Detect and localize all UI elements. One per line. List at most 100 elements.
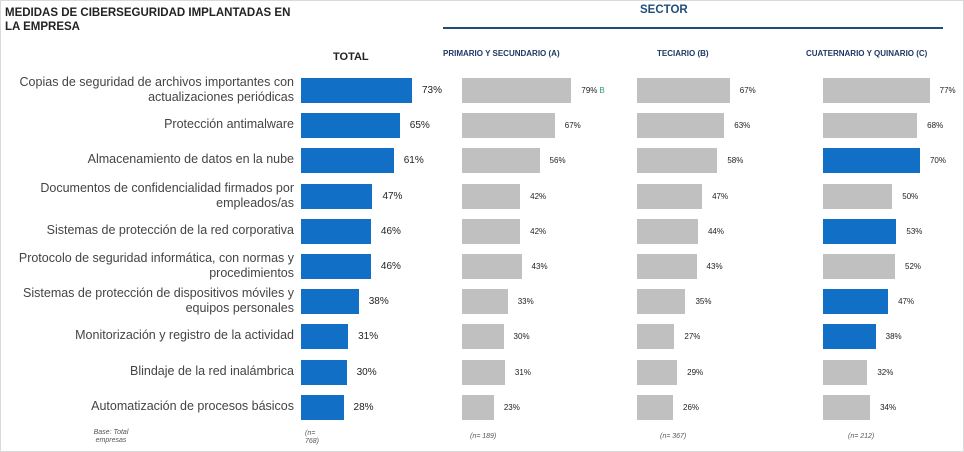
data-label: 28% (353, 401, 374, 413)
data-label: 53% (906, 226, 923, 236)
data-label: 31% (358, 331, 379, 343)
series-header: PRIMARIO Y SECUNDARIO (A) (443, 49, 560, 58)
data-label: 50% (902, 191, 919, 201)
data-label: 44% (707, 226, 724, 236)
significance-marker: B (599, 86, 605, 95)
bar (462, 183, 521, 209)
data-label: 67% (739, 86, 756, 95)
data-label: 43% (706, 262, 723, 271)
bar (823, 78, 930, 103)
data-label: 46% (380, 261, 401, 272)
category-label: Blindaje de la red inalámbrica (130, 363, 294, 378)
bar (823, 289, 889, 315)
data-label: 52% (905, 262, 922, 271)
category-label: Sistemas de protección de dispositivos m… (23, 286, 294, 316)
bar (637, 359, 678, 385)
category-label: Monitorización y registro de la activida… (75, 328, 294, 343)
bar (462, 324, 504, 350)
bar (462, 78, 572, 103)
bar (301, 254, 371, 279)
data-label: 67% (564, 121, 581, 131)
bar (301, 289, 359, 315)
data-label: 47% (898, 297, 915, 307)
bar (637, 324, 675, 350)
data-label: 42% (530, 226, 547, 236)
data-label: 65% (409, 120, 430, 132)
data-label: 61% (403, 155, 424, 167)
bar (637, 148, 718, 174)
sample-size-label: (n= 189) (470, 433, 497, 440)
bar (301, 183, 373, 209)
data-label: 56% (549, 156, 566, 166)
bar (637, 183, 703, 209)
category-label: Almacenamiento de datos en la nube (87, 152, 294, 167)
series-header: TECIARIO (B) (657, 49, 709, 58)
bar (637, 394, 673, 420)
bar (301, 78, 412, 103)
bar (301, 218, 371, 244)
sample-size-label: (n= 212) (848, 433, 875, 440)
data-label: 43% (531, 262, 548, 271)
bar (301, 359, 347, 385)
bar (301, 148, 394, 174)
bar (823, 183, 893, 209)
series-header: CUATERNARIO Y QUINARIO (C) (806, 49, 928, 58)
bar (823, 254, 896, 279)
data-label: 26% (683, 402, 700, 412)
bar (462, 113, 555, 139)
category-label: Copias de seguridad de archivos importan… (19, 75, 294, 104)
category-label: Automatización de procesos básicos (91, 398, 294, 413)
category-label: Sistemas de protección de la red corpora… (46, 222, 294, 237)
bar (637, 254, 697, 279)
bar (462, 394, 494, 420)
data-label: 42% (530, 191, 547, 201)
bar (823, 359, 868, 385)
chart-title: MEDIDAS DE CIBERSEGURIDAD IMPLANTADAS EN… (5, 7, 291, 33)
data-label: 27% (684, 332, 701, 342)
bar (823, 148, 920, 174)
bar (462, 254, 522, 279)
data-label: 79% B (581, 86, 605, 95)
data-label: 73% (421, 85, 442, 96)
bar (637, 78, 730, 103)
bar (637, 113, 725, 139)
bar (301, 324, 349, 350)
category-label: Protección antimalware (164, 117, 294, 132)
category-label: Documentos de confidencialidad firmados … (40, 180, 294, 210)
sample-size-label: (n= 768) (305, 430, 320, 445)
bar (823, 218, 897, 244)
bar (637, 218, 698, 244)
bar (462, 148, 540, 174)
data-label: 30% (356, 366, 377, 378)
data-label: 29% (687, 367, 704, 377)
sector-divider (443, 27, 943, 29)
category-label: Protocolo de seguridad informática, con … (18, 251, 294, 280)
data-label: 47% (382, 190, 403, 202)
bar (823, 394, 871, 420)
data-label: 35% (695, 297, 712, 307)
sector-title: SECTOR (640, 4, 688, 16)
data-label: 33% (517, 297, 534, 307)
data-label: 58% (727, 156, 744, 166)
data-label: 38% (885, 332, 902, 342)
data-label: 31% (514, 367, 531, 377)
data-label: 68% (927, 121, 944, 131)
data-label: 32% (877, 367, 894, 377)
data-label: 30% (513, 332, 530, 342)
bar (301, 113, 400, 139)
bar (823, 324, 876, 350)
series-header: TOTAL (333, 51, 369, 63)
data-label: 47% (712, 191, 729, 201)
bar (462, 289, 508, 315)
data-label: 23% (503, 402, 520, 412)
data-label: 63% (734, 121, 751, 131)
bar (637, 289, 686, 315)
bar (823, 113, 918, 139)
data-label: 38% (368, 296, 389, 308)
data-label: 34% (880, 402, 897, 412)
bar (462, 218, 521, 244)
bar (462, 359, 505, 385)
data-label: 77% (939, 86, 956, 95)
base-label: Base: Total empresas (93, 429, 129, 444)
data-label: 46% (380, 225, 401, 237)
